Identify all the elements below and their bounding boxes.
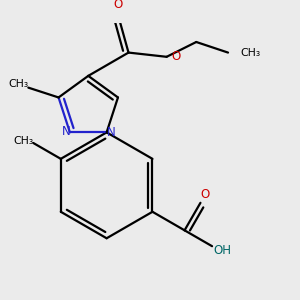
Text: N: N bbox=[106, 126, 115, 139]
Text: CH₃: CH₃ bbox=[8, 80, 28, 89]
Text: CH₃: CH₃ bbox=[241, 48, 261, 58]
Text: N: N bbox=[62, 125, 71, 138]
Text: O: O bbox=[113, 0, 122, 11]
Text: O: O bbox=[172, 50, 181, 63]
Text: OH: OH bbox=[213, 244, 231, 257]
Text: O: O bbox=[201, 188, 210, 201]
Text: CH₃: CH₃ bbox=[13, 136, 33, 146]
